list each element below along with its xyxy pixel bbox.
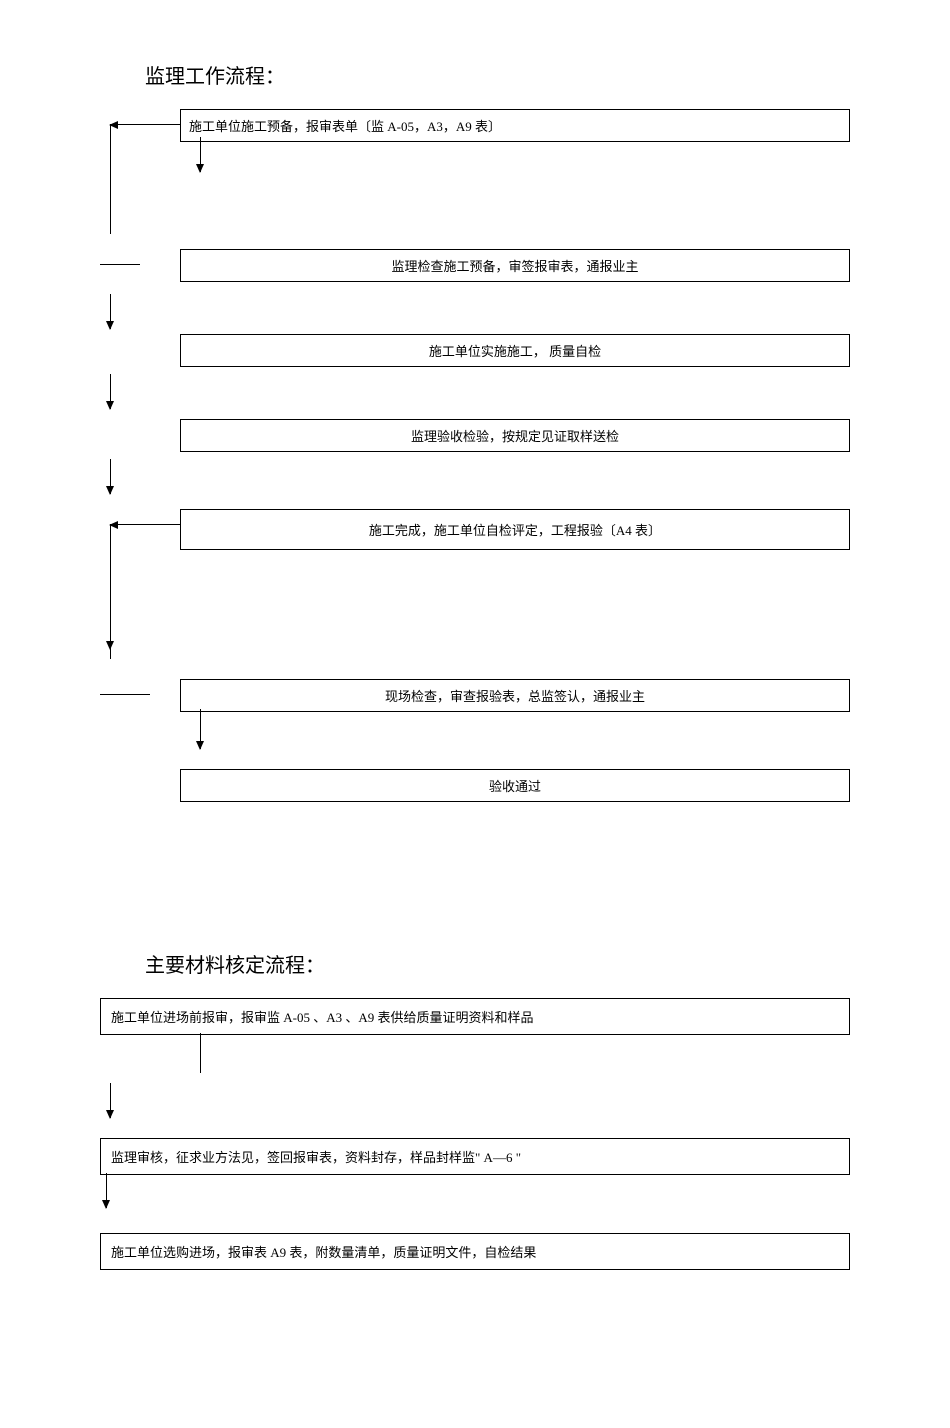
material-box-2: 监理审核，征求业方法见，签回报审表，资料封存，样品封样监" A—6 " <box>100 1138 850 1175</box>
material-flowchart: 施工单位进场前报审，报审监 A-05 、A3 、A9 表供给质量证明资料和样品 … <box>100 998 850 1328</box>
flow-box-6: 现场检查，审查报验表，总监签认，通报业主 <box>180 679 850 712</box>
arrow-1 <box>200 137 201 172</box>
flow-box-7: 验收通过 <box>180 769 850 802</box>
left-arrow-4 <box>110 459 111 494</box>
flow-box-1: 施工单位施工预备，报审表单〔监 A-05，A3，A9 表〕 <box>180 109 850 142</box>
flow-box-2: 监理检查施工预备，审签报审表，通报业主 <box>180 249 850 282</box>
left-arrow-5 <box>110 609 111 649</box>
flow-box-3: 施工单位实施施工， 质量自检 <box>180 334 850 367</box>
flow-box-5: 施工完成，施工单位自检评定，工程报验〔A4 表〕 <box>180 509 850 550</box>
feedback-vert-top <box>110 124 111 234</box>
arrow-6-7 <box>200 709 201 749</box>
feedback-arrow-top <box>110 124 180 125</box>
material-box-3: 施工单位选购进场，报审表 A9 表，附数量清单，质量证明文件，自检结果 <box>100 1233 850 1270</box>
section-1-title: 监理工作流程： <box>145 60 850 89</box>
feedback-horiz-2 <box>100 264 140 265</box>
m-left-arrow-1 <box>110 1083 111 1118</box>
feedback-arrow-5 <box>110 524 180 525</box>
m1-stub <box>200 1033 201 1073</box>
left-arrow-3 <box>110 374 111 409</box>
material-box-1: 施工单位进场前报审，报审监 A-05 、A3 、A9 表供给质量证明资料和样品 <box>100 998 850 1035</box>
flow-box-4: 监理验收检验，按规定见证取样送检 <box>180 419 850 452</box>
m-left-arrow-2 <box>106 1173 107 1208</box>
supervision-flowchart: 施工单位施工预备，报审表单〔监 A-05，A3，A9 表〕 监理检查施工预备，审… <box>100 109 850 889</box>
section-2-title: 主要材料核定流程： <box>145 949 850 978</box>
feedback-horiz-6 <box>100 694 150 695</box>
left-arrow-2 <box>110 294 111 329</box>
